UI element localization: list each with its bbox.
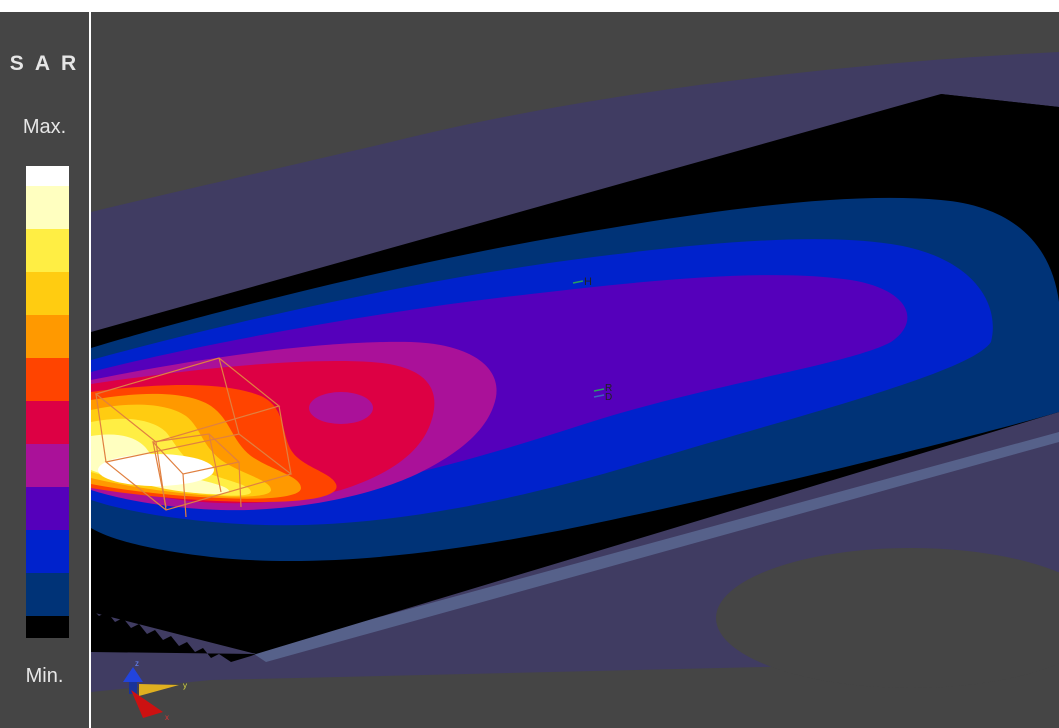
sar-legend-panel: S A R Max. Min. — [0, 12, 89, 728]
color-swatch-9 — [26, 487, 69, 530]
color-scale — [26, 166, 69, 638]
plate-edge-teeth — [91, 608, 256, 662]
plate-top-teeth — [941, 94, 1059, 118]
probe-wireframe — [94, 357, 293, 518]
probe-label-d: D — [605, 392, 612, 403]
probe-label-r: R — [605, 383, 612, 394]
3d-viewport[interactable]: H R D y x z — [91, 12, 1059, 728]
axis-z-arrow — [123, 667, 143, 682]
contour-peak — [98, 454, 214, 486]
color-swatch-11 — [26, 573, 69, 616]
probe-label-h: H — [584, 276, 592, 288]
color-swatch-6 — [26, 358, 69, 401]
color-swatch-10 — [26, 530, 69, 573]
color-swatch-7 — [26, 401, 69, 444]
color-swatch-5 — [26, 315, 69, 358]
color-swatch-4 — [26, 272, 69, 315]
color-swatch-8 — [26, 444, 69, 487]
axis-x-label: x — [165, 713, 169, 722]
phantom-bottom-edge — [251, 432, 1059, 662]
axis-triad: y x z — [123, 659, 187, 722]
sar-title: S A R — [9, 52, 80, 75]
min-label: Min. — [25, 665, 64, 687]
probe-marker-h: H — [572, 276, 592, 288]
contour-band-5-notch — [309, 392, 373, 424]
color-swatch-12 — [26, 616, 69, 638]
max-label: Max. — [22, 116, 67, 138]
color-swatch-1 — [26, 166, 69, 186]
axis-y-label: y — [183, 681, 187, 690]
axis-y-arrow — [139, 684, 179, 696]
axis-x-arrow — [131, 690, 163, 718]
color-swatch-3 — [26, 229, 69, 272]
axis-z-label: z — [135, 659, 139, 668]
phantom-opening — [716, 548, 1059, 688]
probe-marker-rd: R D — [593, 383, 612, 403]
color-swatch-2 — [26, 186, 69, 229]
sar-visualization: H R D y x z — [91, 52, 1059, 722]
